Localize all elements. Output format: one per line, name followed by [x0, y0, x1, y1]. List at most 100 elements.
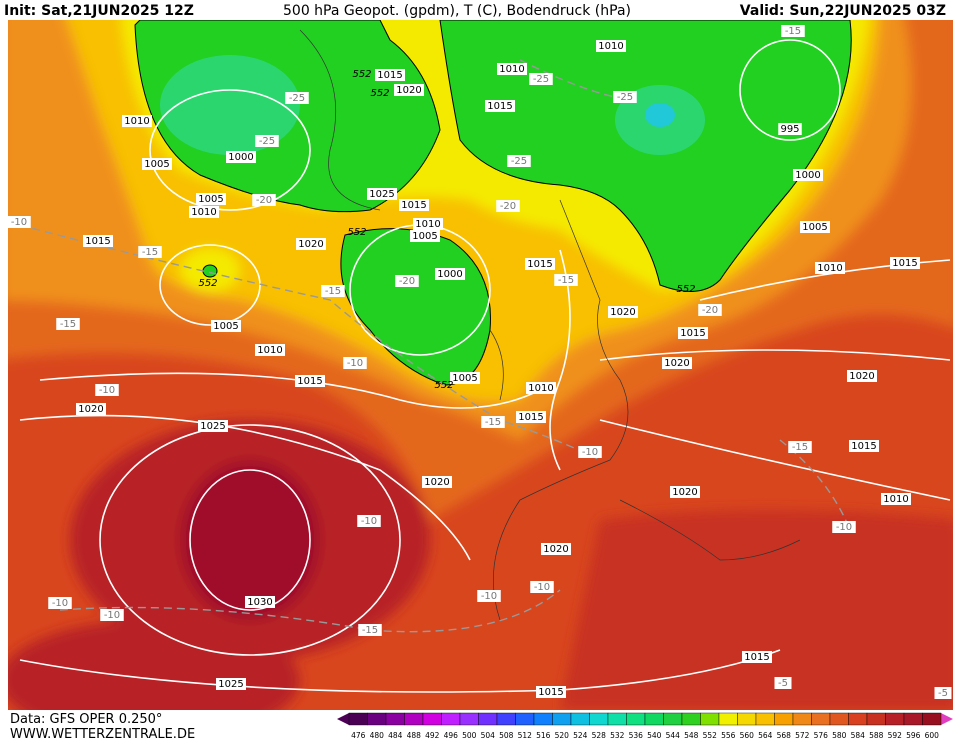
colorbar-label: 556 [721, 731, 736, 740]
colorbar-label: 592 [888, 731, 903, 740]
temperature-label-box [100, 609, 124, 621]
isobar-label: 1020 [664, 358, 689, 369]
isobar-label-box [367, 188, 397, 200]
temperature-label-box [613, 91, 637, 103]
colorbar-label: 504 [481, 731, 496, 740]
isobar-label-box [881, 493, 911, 505]
colorbar-label: 520 [555, 731, 570, 740]
temperature-label-box [285, 92, 309, 104]
isobar-label-box [255, 344, 285, 356]
temperature-label: -25 [617, 92, 633, 103]
isobar-label: 1005 [198, 194, 223, 205]
temperature-label-box [774, 677, 792, 689]
isobar-label: 1015 [892, 258, 917, 269]
colorbar-label: 476 [351, 731, 366, 740]
isobar-label: 1015 [538, 687, 563, 698]
temperature-label-box [698, 304, 722, 316]
isobar-label-box [216, 678, 246, 690]
isobar-label-box [122, 115, 152, 127]
isobar-label-box [435, 268, 465, 280]
isobar-label-box [849, 440, 879, 452]
isobar-label-box [394, 84, 424, 96]
isobar-label-box [189, 206, 219, 218]
temperature-label-box [481, 416, 505, 428]
isobar-label-box [450, 372, 480, 384]
colorbar-label: 492 [425, 731, 440, 740]
colorbar-swatch [885, 712, 905, 726]
isobar-label-box [847, 370, 877, 382]
temperature-label-box [357, 515, 381, 527]
colorbar-swatch [422, 712, 442, 726]
colorbar-label: 496 [444, 731, 459, 740]
temperature-label: -15 [785, 26, 801, 37]
temperature-label-box [95, 384, 119, 396]
colorbar-label: 488 [407, 731, 422, 740]
temperature-label-box [358, 624, 382, 636]
colorbar-label: 584 [851, 731, 866, 740]
temperature-label-box [48, 597, 72, 609]
colorbar-label: 532 [610, 731, 625, 740]
temperature-label-box [578, 446, 602, 458]
temperature-label: -10 [11, 217, 27, 228]
map-labels: 1010101510201010101599510101000100510051… [7, 25, 952, 699]
init-time: Init: Sat,21JUN2025 12Z [4, 3, 194, 19]
isobar-label: 1000 [437, 269, 462, 280]
colorbar-swatch [570, 712, 590, 726]
isobar-label: 1005 [213, 321, 238, 332]
temperature-label: -5 [778, 678, 788, 689]
isobar-label-box [793, 169, 823, 181]
colorbar-label: 552 [703, 731, 718, 740]
isobar-label: 1010 [415, 219, 440, 230]
geopotential-label: 552 [347, 227, 366, 238]
isobar-label: 1005 [412, 231, 437, 242]
isobar-label: 1010 [191, 207, 216, 218]
valid-time: Valid: Sun,22JUN2025 03Z [740, 3, 946, 19]
temperature-label-box [934, 687, 952, 699]
isobar-label: 1015 [297, 376, 322, 387]
temperature-label-box [788, 441, 812, 453]
colorbar-swatch [385, 712, 405, 726]
isobar-label-box [226, 151, 256, 163]
colorbar-swatch [626, 712, 646, 726]
isobar-label: 1015 [377, 70, 402, 81]
isobar-label: 1000 [228, 152, 253, 163]
geopotential-label: 552 [352, 69, 371, 80]
coastlines [299, 29, 801, 621]
temperature-label-box [477, 590, 501, 602]
isobar-label: 1020 [672, 487, 697, 498]
colorbar-label: 508 [499, 731, 514, 740]
temperature-label: -25 [289, 93, 305, 104]
isobar-label-box [536, 686, 566, 698]
temperature-label: -10 [52, 598, 68, 609]
temperature-label: -10 [347, 358, 363, 369]
colorbar-label: 500 [462, 731, 477, 740]
temperature-label: -10 [99, 385, 115, 396]
isobar-label-box [541, 543, 571, 555]
colorbar-label: 572 [795, 731, 810, 740]
temperature-label: -15 [325, 286, 341, 297]
colorbar-swatch [441, 712, 461, 726]
isobar-label-box [800, 221, 830, 233]
geopotential-label: 552 [370, 88, 389, 99]
isobar-label-box [142, 158, 172, 170]
isobar-label: 1010 [883, 494, 908, 505]
isobar-label-box [198, 420, 228, 432]
colorbar-label: 568 [777, 731, 792, 740]
isobar-label: 1010 [499, 64, 524, 75]
isobar-label: 1020 [78, 404, 103, 415]
temperature-label: -20 [256, 195, 272, 206]
isobar-label-box [815, 262, 845, 274]
temperature-label-box [781, 25, 805, 37]
isobar-label-box [422, 476, 452, 488]
temperature-label: -25 [259, 136, 275, 147]
isobar-label: 1020 [424, 477, 449, 488]
colorbar-swatch [533, 712, 553, 726]
isobar-label: 1020 [298, 239, 323, 250]
isobar-label: 1015 [527, 259, 552, 270]
isobar-label-box [525, 258, 555, 270]
isobar-label: 1015 [85, 236, 110, 247]
colorbar-label: 516 [536, 731, 551, 740]
temperature-label-box [252, 194, 276, 206]
isobar-label: 1010 [528, 383, 553, 394]
